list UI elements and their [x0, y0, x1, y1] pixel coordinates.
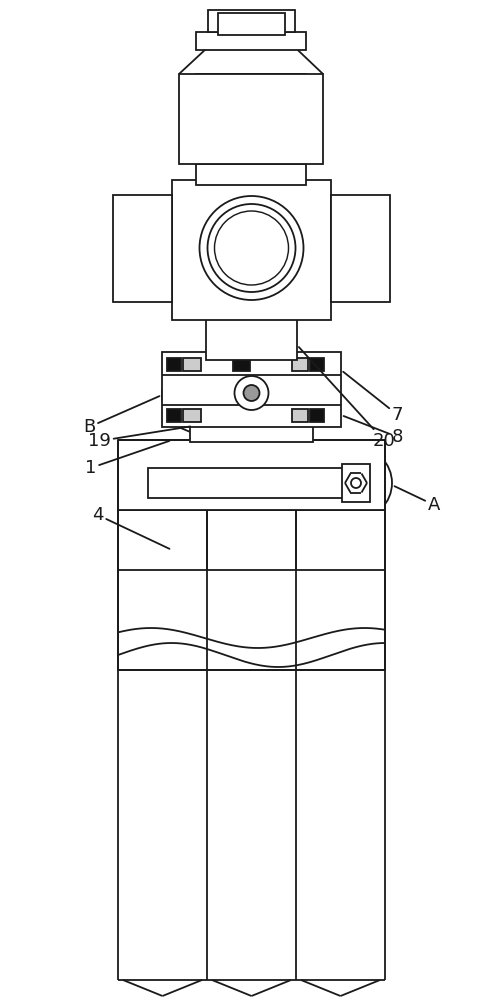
Text: 19: 19: [88, 426, 190, 450]
Circle shape: [243, 385, 260, 401]
Bar: [167, 358, 181, 371]
Bar: [196, 74, 306, 164]
Bar: [218, 13, 285, 35]
Bar: [148, 468, 343, 498]
Bar: [113, 195, 172, 302]
Text: 4: 4: [92, 506, 170, 549]
Circle shape: [214, 211, 289, 285]
Circle shape: [351, 478, 361, 488]
Circle shape: [208, 204, 295, 292]
Bar: [183, 358, 201, 371]
Circle shape: [162, 357, 238, 433]
Circle shape: [200, 196, 303, 300]
Text: 20: 20: [299, 347, 396, 450]
Bar: [221, 20, 282, 35]
Text: B: B: [83, 396, 159, 436]
Bar: [310, 358, 324, 371]
Bar: [118, 440, 385, 510]
Text: 1: 1: [85, 441, 170, 477]
Text: A: A: [394, 486, 440, 514]
Bar: [331, 195, 390, 302]
Text: 7: 7: [343, 372, 403, 424]
Circle shape: [320, 447, 392, 519]
Bar: [233, 358, 250, 371]
Bar: [292, 358, 308, 371]
Bar: [208, 10, 295, 32]
Bar: [118, 510, 385, 670]
Bar: [172, 180, 331, 320]
Bar: [196, 32, 306, 50]
Bar: [183, 409, 201, 422]
Bar: [196, 163, 306, 185]
Bar: [342, 464, 370, 502]
Bar: [179, 74, 323, 164]
Bar: [190, 426, 313, 442]
Bar: [310, 409, 324, 422]
Text: 8: 8: [344, 416, 403, 446]
Bar: [206, 317, 297, 360]
Bar: [162, 352, 341, 427]
Bar: [292, 409, 308, 422]
Bar: [167, 409, 181, 422]
Circle shape: [234, 376, 269, 410]
